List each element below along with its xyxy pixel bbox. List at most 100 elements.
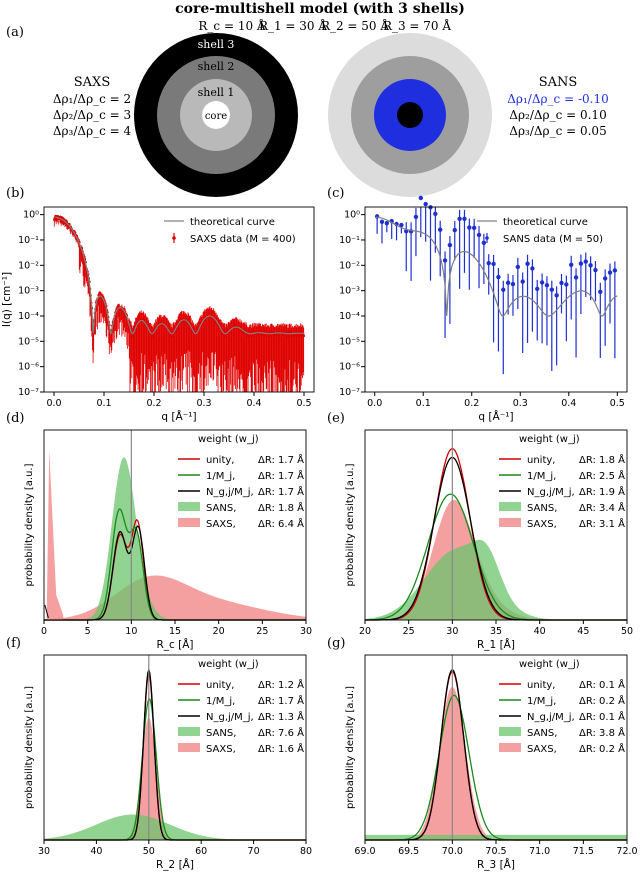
saxs-core xyxy=(202,101,230,129)
data-point xyxy=(481,240,487,245)
y-tick-label: 10⁻¹ xyxy=(18,235,39,246)
x-tick-label: 70.5 xyxy=(485,846,506,857)
legend-series-dr: ΔR: 1.3 Å xyxy=(258,710,304,723)
data-point xyxy=(467,225,472,230)
data-point xyxy=(593,267,598,273)
x-tick-label: 0.5 xyxy=(610,398,625,409)
legend-series-dr: ΔR: 2.5 Å xyxy=(579,469,625,482)
legend-series-name: SANS, xyxy=(206,728,236,739)
data-point xyxy=(520,279,525,284)
data-point xyxy=(554,293,559,298)
x-tick-label: 40 xyxy=(534,626,546,637)
legend-title: weight (w_j) xyxy=(519,659,580,670)
legend-swatch xyxy=(499,727,521,736)
x-axis-label: q [Å⁻¹] xyxy=(161,410,196,423)
x-tick-label: 40 xyxy=(90,846,102,857)
x-tick-label: 10 xyxy=(125,626,137,637)
legend-swatch xyxy=(178,727,200,736)
legend-series-dr: ΔR: 1.9 Å xyxy=(579,485,625,498)
data-point xyxy=(505,280,511,285)
density-spike-line xyxy=(44,604,49,619)
data-point xyxy=(549,287,554,292)
legend-series-name: 1/M_j, xyxy=(527,696,556,707)
panel-label: (f) xyxy=(6,636,21,651)
sans-diagram: SANS Δρ₁/Δρ_c = -0.10 Δρ₂/Δρ_c = 0.10 Δρ… xyxy=(328,33,609,197)
data-point xyxy=(598,289,603,294)
legend-series-dr: ΔR: 1.7 Å xyxy=(258,485,304,498)
data-point xyxy=(530,266,535,271)
x-tick-label: 35 xyxy=(490,626,502,637)
data-point xyxy=(433,211,438,217)
x-tick-label: 30 xyxy=(446,626,458,637)
data-point xyxy=(602,276,608,281)
chart-d: 0 5 10 15 20 25 30 R_c [Å] probability density [… xyxy=(6,411,312,651)
data-point xyxy=(462,216,467,221)
x-tick-label: 71.0 xyxy=(529,846,550,857)
x-tick-label: 69.0 xyxy=(354,846,375,857)
data-point xyxy=(491,261,496,267)
data-point xyxy=(457,216,462,222)
legend-series-name: SANS, xyxy=(527,503,557,514)
charts: 0.0 0.1 0.2 0.3 0.4 0.5 10⁻⁷ 10⁻⁶ 10⁻⁵ 10⁻⁴ 10⁻³ 10… xyxy=(1,186,638,871)
legend-series-name: N_g,j/M_j, xyxy=(527,712,575,723)
panel-label: (g) xyxy=(327,636,345,651)
y-axis-label: I(q) [cm⁻¹] xyxy=(1,272,13,327)
x-tick-label: 0.0 xyxy=(367,398,382,409)
y-axis-label: probability density [a.u.] xyxy=(24,686,35,809)
legend-title: weight (w_j) xyxy=(519,434,580,445)
x-tick-label: 20 xyxy=(213,626,225,637)
data-point xyxy=(471,225,477,231)
legend-dot-data xyxy=(485,236,489,240)
legend-series-name: N_g,j/M_j, xyxy=(206,712,254,723)
y-tick-label: 10⁻⁶ xyxy=(18,362,39,373)
data-point xyxy=(573,275,579,280)
x-tick-label: 80 xyxy=(300,846,312,857)
data-point xyxy=(525,261,530,266)
legend-series-dr: ΔR: 0.1 Å xyxy=(579,710,625,723)
legend-series-name: SAXS, xyxy=(206,744,236,755)
theoretical-curve xyxy=(375,216,618,317)
data-point xyxy=(442,258,448,263)
legend-series-dr: ΔR: 3.1 Å xyxy=(579,517,625,530)
x-tick-label: 30 xyxy=(38,846,50,857)
data-point xyxy=(486,260,491,266)
density-fill-sans xyxy=(44,814,306,840)
legend-series-name: N_g,j/M_j, xyxy=(527,487,575,498)
y-tick-label: 10⁻² xyxy=(339,260,360,271)
plot-frame xyxy=(43,206,315,393)
model-params: R_c = 10 Å R_1 = 30 Å R_2 = 50 Å R_3 = 7… xyxy=(198,18,451,33)
legend-series-name: unity, xyxy=(206,680,234,691)
data-point xyxy=(588,263,593,268)
y-tick-label: 10⁻³ xyxy=(18,286,39,297)
data-point xyxy=(510,281,516,287)
y-tick-label: 10⁰ xyxy=(344,210,360,221)
data-point xyxy=(501,287,506,292)
legend-dot-data xyxy=(172,236,176,240)
y-tick-label: 10⁻⁵ xyxy=(339,336,360,347)
y-axis-label: probability density [a.u.] xyxy=(345,686,356,809)
x-tick-label: 20 xyxy=(359,626,371,637)
legend-series-dr: ΔR: 7.6 Å xyxy=(258,726,304,739)
legend-swatch xyxy=(499,502,521,511)
legend-series-name: SANS, xyxy=(206,503,236,514)
sans-ratio-1: Δρ₁/Δρ_c = -0.10 xyxy=(507,92,608,106)
sans-core xyxy=(397,102,423,128)
panel-label: (e) xyxy=(327,411,345,426)
x-tick-label: 15 xyxy=(169,626,181,637)
data-point xyxy=(564,282,569,287)
legend-series-name: unity, xyxy=(206,455,234,466)
x-tick-label: 0.0 xyxy=(46,398,61,409)
panel-label-a: (a) xyxy=(6,25,24,40)
y-tick-label: 10⁻⁴ xyxy=(339,311,360,322)
x-tick-label: 70.0 xyxy=(442,846,463,857)
legend-series-dr: ΔR: 1.7 Å xyxy=(258,469,304,482)
plot-frame xyxy=(43,654,307,841)
data-point xyxy=(515,264,521,270)
label-core: core xyxy=(205,111,227,122)
y-tick-label: 10⁻⁴ xyxy=(18,311,39,322)
sans-heading: SANS xyxy=(539,75,578,90)
legend-label-theory: theoretical curve xyxy=(503,217,588,228)
legend-series-dr: ΔR: 3.4 Å xyxy=(579,501,625,514)
